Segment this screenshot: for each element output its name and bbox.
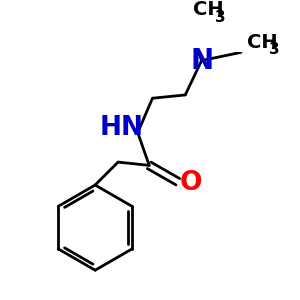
Text: HN: HN [99,115,143,141]
Text: O: O [180,170,202,196]
Text: 3: 3 [215,10,225,25]
Text: N: N [190,46,213,75]
Text: CH: CH [248,33,278,52]
Text: 3: 3 [269,42,279,57]
Text: CH: CH [194,0,224,19]
